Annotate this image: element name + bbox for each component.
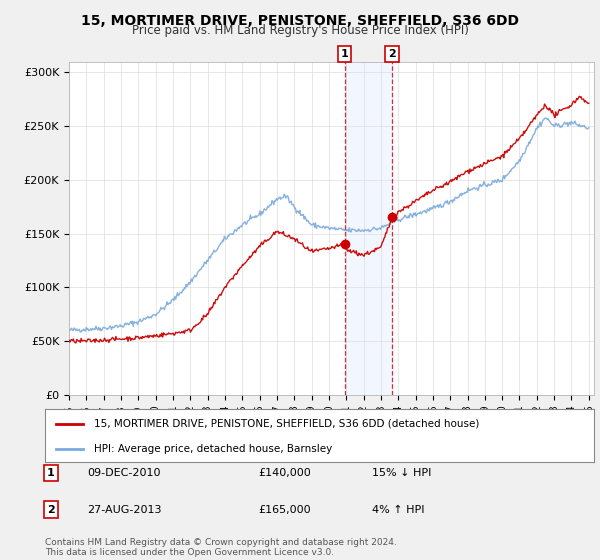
Text: 1: 1 bbox=[47, 468, 55, 478]
Text: Contains HM Land Registry data © Crown copyright and database right 2024.
This d: Contains HM Land Registry data © Crown c… bbox=[45, 538, 397, 557]
Text: 15% ↓ HPI: 15% ↓ HPI bbox=[372, 468, 431, 478]
Text: 09-DEC-2010: 09-DEC-2010 bbox=[87, 468, 161, 478]
Text: 2: 2 bbox=[388, 49, 396, 59]
Text: 15, MORTIMER DRIVE, PENISTONE, SHEFFIELD, S36 6DD: 15, MORTIMER DRIVE, PENISTONE, SHEFFIELD… bbox=[81, 14, 519, 28]
Text: £140,000: £140,000 bbox=[258, 468, 311, 478]
Text: Price paid vs. HM Land Registry's House Price Index (HPI): Price paid vs. HM Land Registry's House … bbox=[131, 24, 469, 37]
Text: HPI: Average price, detached house, Barnsley: HPI: Average price, detached house, Barn… bbox=[94, 444, 332, 454]
Bar bbox=[345, 62, 392, 395]
Text: 1: 1 bbox=[341, 49, 349, 59]
Text: 4% ↑ HPI: 4% ↑ HPI bbox=[372, 505, 425, 515]
Text: 27-AUG-2013: 27-AUG-2013 bbox=[87, 505, 161, 515]
Text: 15, MORTIMER DRIVE, PENISTONE, SHEFFIELD, S36 6DD (detached house): 15, MORTIMER DRIVE, PENISTONE, SHEFFIELD… bbox=[94, 419, 480, 429]
Text: £165,000: £165,000 bbox=[258, 505, 311, 515]
Text: 2: 2 bbox=[47, 505, 55, 515]
